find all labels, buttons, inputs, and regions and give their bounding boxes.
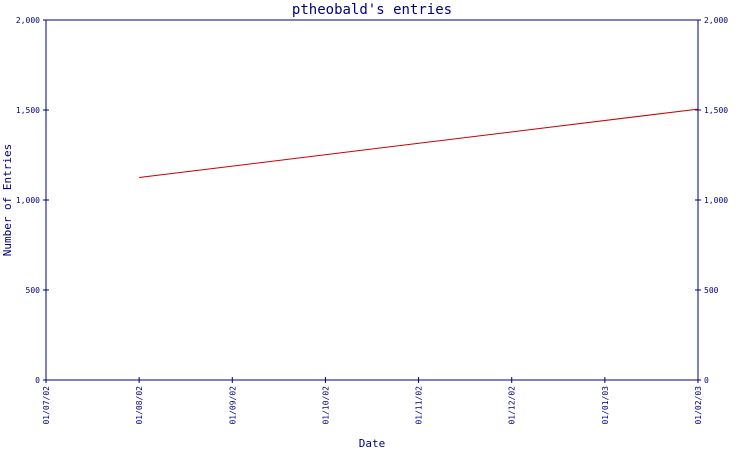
y-tick-label-left: 1,000 (16, 196, 40, 205)
series-layer (139, 108, 699, 178)
series-line (139, 108, 699, 178)
y-tick-label-right: 2,000 (704, 16, 728, 25)
x-tick-label: 01/02/03 (694, 386, 703, 425)
x-tick-label: 01/09/02 (228, 386, 237, 425)
y-tick-label-right: 1,000 (704, 196, 728, 205)
y-tick-label-right: 1,500 (704, 106, 728, 115)
x-tick-label: 01/01/03 (601, 386, 610, 425)
x-tick-label: 01/07/02 (42, 386, 51, 425)
y-tick-label-left: 1,500 (16, 106, 40, 115)
y-tick-label-left: 0 (35, 376, 40, 385)
y-tick-label-right: 500 (704, 286, 719, 295)
chart-title: ptheobald's entries (292, 2, 452, 18)
y-tick-label-left: 500 (26, 286, 41, 295)
x-axis: 01/07/02 01/08/02 01/09/02 01/10/02 01/11/02… (42, 377, 703, 425)
x-axis-label: Date (359, 437, 386, 450)
left-y-axis: 0 500 1,000 1,500 2,000 (16, 16, 49, 385)
x-tick-label: 01/12/02 (508, 386, 517, 425)
y-tick-label-left: 2,000 (16, 16, 40, 25)
plot-frame (45, 19, 699, 381)
x-tick-label: 01/11/02 (415, 386, 424, 425)
x-tick-label: 01/08/02 (135, 386, 144, 425)
y-axis-label: Number of Entries (1, 144, 14, 257)
y-tick-label-right: 0 (704, 376, 709, 385)
right-y-axis: 0 500 1,000 1,500 2,000 (695, 16, 728, 385)
x-tick-label: 01/10/02 (321, 386, 330, 425)
